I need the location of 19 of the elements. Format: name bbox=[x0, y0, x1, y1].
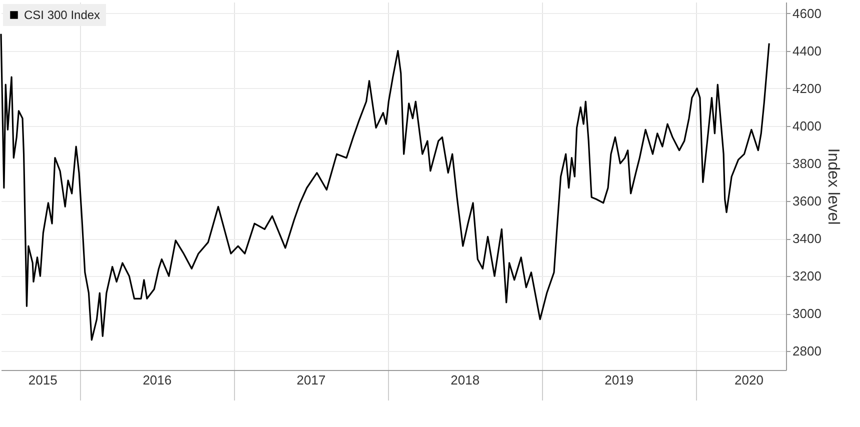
y-axis-title: Index level bbox=[824, 148, 842, 225]
x-tick-label: 2020 bbox=[734, 372, 764, 388]
y-tick-label: 4200 bbox=[792, 80, 822, 96]
x-tick-label: 2018 bbox=[450, 372, 480, 388]
x-tick-label: 2016 bbox=[142, 372, 172, 388]
legend-label: CSI 300 Index bbox=[24, 8, 100, 22]
y-tick-label: 3800 bbox=[792, 156, 822, 171]
y-tick-label: 4600 bbox=[792, 6, 822, 21]
x-tick-label: 2015 bbox=[28, 372, 58, 388]
x-tick-label: 2019 bbox=[604, 372, 634, 388]
y-tick-label: 4400 bbox=[792, 43, 822, 58]
y-tick-label: 3200 bbox=[792, 268, 822, 284]
x-tick-label: 2017 bbox=[296, 372, 326, 388]
line-series bbox=[0, 33, 770, 341]
y-tick-label: 4000 bbox=[792, 118, 822, 134]
y-tick-label: 3000 bbox=[792, 306, 822, 322]
y-tick-label: 3400 bbox=[792, 231, 822, 246]
y-tick-label: 2800 bbox=[792, 344, 822, 359]
y-tick-label: 3600 bbox=[792, 194, 822, 209]
